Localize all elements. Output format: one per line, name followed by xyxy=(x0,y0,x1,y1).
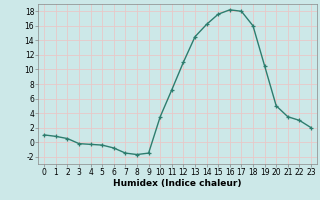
X-axis label: Humidex (Indice chaleur): Humidex (Indice chaleur) xyxy=(113,179,242,188)
